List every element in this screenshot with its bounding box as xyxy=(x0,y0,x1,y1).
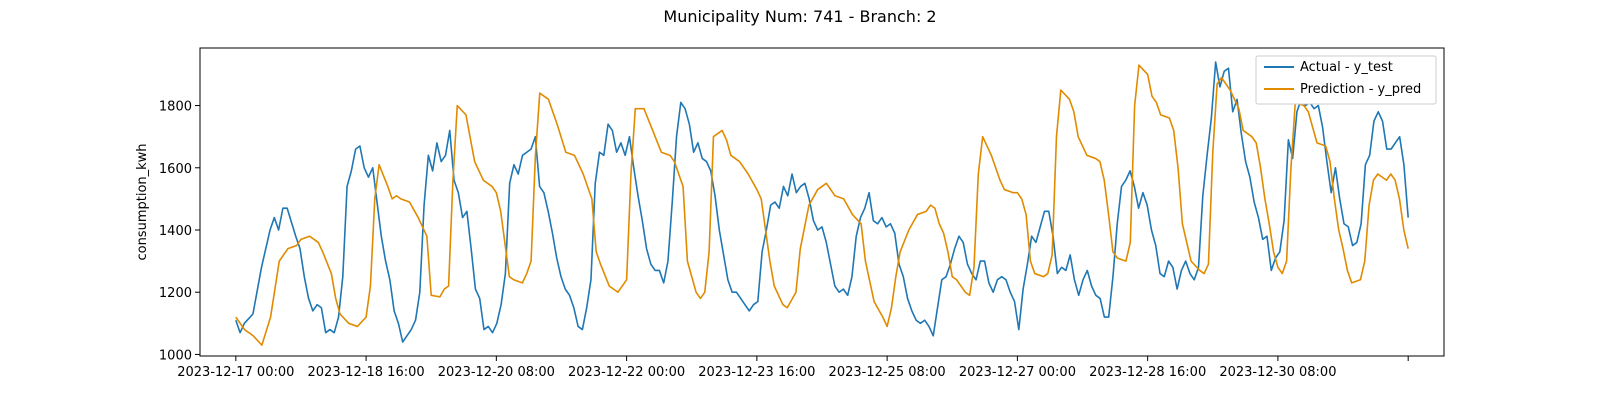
series-actual-line xyxy=(235,61,1409,343)
y-tick-label: 1400 xyxy=(159,224,192,239)
legend-label-actual: Actual - y_test xyxy=(1300,60,1393,75)
y-axis: 1000 1200 1400 1600 1800 xyxy=(159,100,200,363)
x-tick-label: 2023-12-18 16:00 xyxy=(308,365,425,380)
y-tick-label: 1800 xyxy=(159,100,192,115)
y-tick-label: 1200 xyxy=(159,286,192,301)
y-axis-label: consumption_kwh xyxy=(135,143,150,260)
legend-label-prediction: Prediction - y_pred xyxy=(1300,82,1421,97)
x-tick-label: 2023-12-25 08:00 xyxy=(829,365,946,380)
y-tick-label: 1000 xyxy=(159,348,192,363)
series-layer xyxy=(235,61,1409,346)
x-tick-label: 2023-12-23 16:00 xyxy=(698,365,815,380)
legend-box xyxy=(1255,55,1437,105)
y-tick-label: 1600 xyxy=(159,162,192,177)
legend: Actual - y_test Prediction - y_pred xyxy=(1255,55,1437,105)
chart-title: Municipality Num: 741 - Branch: 2 xyxy=(663,7,936,26)
x-axis: 2023-12-17 00:00 2023-12-18 16:00 2023-12-… xyxy=(177,356,1409,380)
plot-area xyxy=(199,47,1445,357)
x-tick-label: 2023-12-22 00:00 xyxy=(568,365,685,380)
x-tick-label: 2023-12-20 08:00 xyxy=(438,365,555,380)
x-tick-label: 2023-12-30 08:00 xyxy=(1219,365,1336,380)
series-prediction-line xyxy=(235,64,1409,346)
x-tick-label: 2023-12-28 16:00 xyxy=(1089,365,1206,380)
x-tick-label: 2023-12-17 00:00 xyxy=(177,365,294,380)
x-tick-label: 2023-12-27 00:00 xyxy=(959,365,1076,380)
